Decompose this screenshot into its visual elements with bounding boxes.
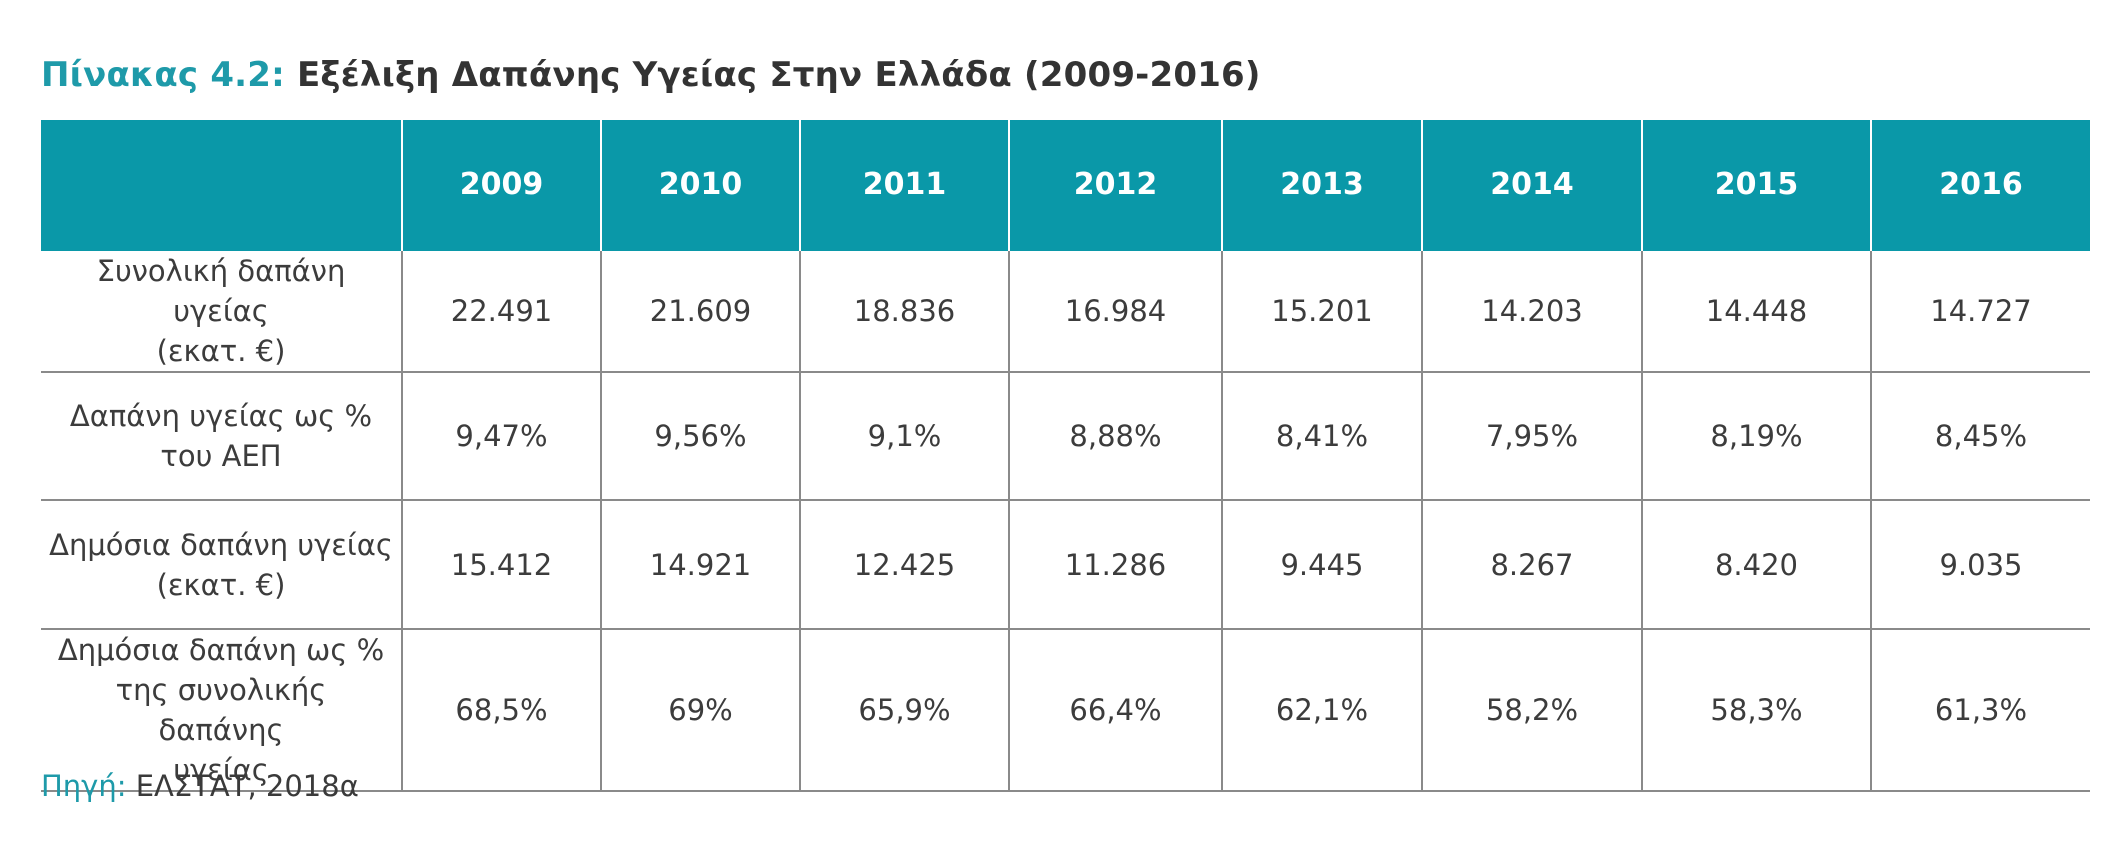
- table-cell: 15.201: [1221, 249, 1422, 373]
- source-text: ΕΛΣΤΑΤ, 2018α: [135, 769, 359, 803]
- row-label: Συνολική δαπάνη υγείας (εκατ. €): [41, 249, 402, 373]
- table-cell: 66,4%: [1008, 629, 1222, 792]
- table-cell: 9,56%: [600, 372, 800, 501]
- table-row: Δημόσια δαπάνη υγείας (εκατ. €) 15.412 14…: [41, 500, 2090, 630]
- table-cell: 65,9%: [799, 629, 1009, 792]
- table-cell: 9.035: [1870, 500, 2090, 630]
- row-label-line: Δημόσια δαπάνη υγείας: [49, 527, 393, 562]
- table-cell: 9,1%: [799, 372, 1009, 501]
- table-cell: 14.203: [1421, 249, 1642, 373]
- table-caption: Πίνακας 4.2: Εξέλιξη Δαπάνης Υγείας Στην…: [41, 50, 1261, 100]
- row-label: Δημόσια δαπάνη ως % της συνολικής δαπάνης…: [41, 629, 402, 792]
- header-year: 2015: [1641, 120, 1871, 250]
- health-expenditure-table: 2009 2010 2011 2012 2013 2014 2015 2016 …: [41, 120, 2090, 792]
- row-label-line: Δημόσια δαπάνη ως %: [57, 633, 385, 667]
- header-year: 2016: [1870, 120, 2090, 250]
- row-label-line: Συνολική δαπάνη υγείας: [96, 254, 346, 328]
- table-cell: 9,47%: [401, 372, 601, 501]
- table-cell: 69%: [600, 629, 800, 792]
- table-number: Πίνακας 4.2:: [41, 55, 285, 95]
- table-cell: 61,3%: [1870, 629, 2090, 792]
- table-cell: 62,1%: [1221, 629, 1422, 792]
- header-year: 2011: [799, 120, 1009, 250]
- row-label-line: υγείας: [173, 753, 269, 787]
- table-cell: 58,3%: [1641, 629, 1871, 792]
- row-label: Δημόσια δαπάνη υγείας (εκατ. €): [41, 500, 402, 630]
- table-cell: 22.491: [401, 249, 601, 373]
- table-cell: 12.425: [799, 500, 1009, 630]
- table-cell: 18.836: [799, 249, 1009, 373]
- header-year: 2009: [401, 120, 601, 250]
- source-note: Πηγή: ΕΛΣΤΑΤ, 2018α: [41, 766, 359, 806]
- table-cell: 8,45%: [1870, 372, 2090, 501]
- table-cell: 8.420: [1641, 500, 1871, 630]
- table-cell: 15.412: [401, 500, 601, 630]
- table-row: Δαπάνη υγείας ως % του ΑΕΠ 9,47% 9,56% 9,…: [41, 372, 2090, 501]
- table-cell: 16.984: [1008, 249, 1222, 373]
- table-cell: 14.448: [1641, 249, 1871, 373]
- row-label-line: Δαπάνη υγείας ως %: [69, 399, 373, 433]
- table-cell: 21.609: [600, 249, 800, 373]
- header-row: 2009 2010 2011 2012 2013 2014 2015 2016: [41, 120, 2090, 250]
- table-cell: 58,2%: [1421, 629, 1642, 792]
- table-cell: 8,19%: [1641, 372, 1871, 501]
- table-cell: 14.727: [1870, 249, 2090, 373]
- table-cell: 11.286: [1008, 500, 1222, 630]
- row-label: Δαπάνη υγείας ως % του ΑΕΠ: [41, 372, 402, 501]
- header-year: 2010: [600, 120, 800, 250]
- table-cell: 8,41%: [1221, 372, 1422, 501]
- table-row: Συνολική δαπάνη υγείας (εκατ. €) 22.491 2…: [41, 249, 2090, 373]
- row-label-line: της συνολικής δαπάνης: [115, 673, 327, 747]
- header-year: 2012: [1008, 120, 1222, 250]
- header-corner: [41, 120, 402, 250]
- header-year: 2014: [1421, 120, 1642, 250]
- table-cell: 14.921: [600, 500, 800, 630]
- table-cell: 8.267: [1421, 500, 1642, 630]
- row-label-line: (εκατ. €): [156, 334, 286, 368]
- table-cell: 8,88%: [1008, 372, 1222, 501]
- source-label: Πηγή:: [41, 769, 127, 803]
- table-cell: 9.445: [1221, 500, 1422, 630]
- table-row: Δημόσια δαπάνη ως % της συνολικής δαπάνης…: [41, 629, 2090, 792]
- header-year: 2013: [1221, 120, 1422, 250]
- table-cell: 7,95%: [1421, 372, 1642, 501]
- row-label-line: (εκατ. €): [156, 567, 286, 602]
- table-title: Εξέλιξη Δαπάνης Υγείας Στην Ελλάδα (2009…: [297, 55, 1261, 95]
- row-label-line: του ΑΕΠ: [160, 439, 282, 473]
- table-cell: 68,5%: [401, 629, 601, 792]
